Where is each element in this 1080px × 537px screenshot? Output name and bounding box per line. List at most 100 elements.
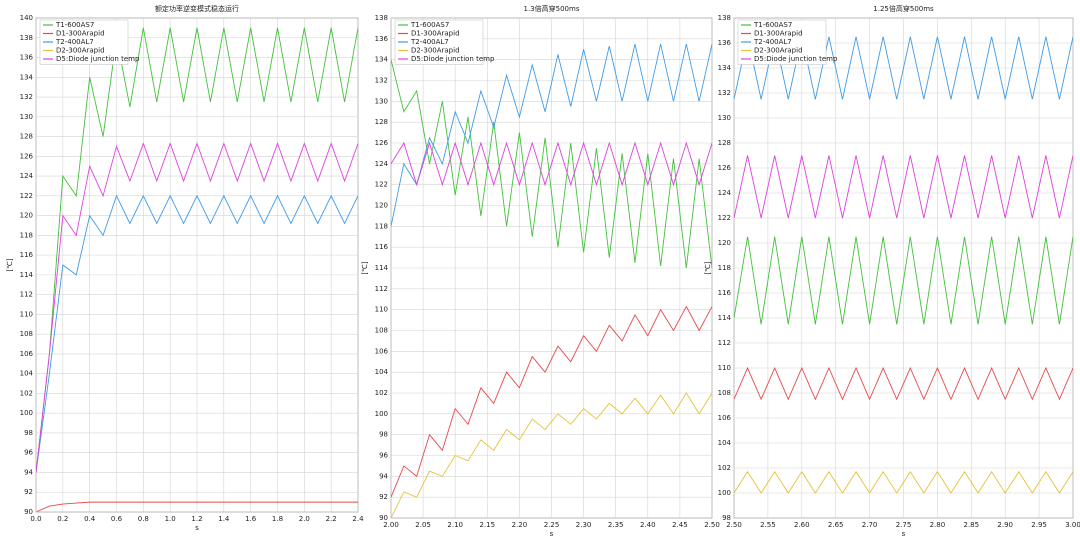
y-tick-label: 134 — [20, 73, 34, 81]
x-tick-label: 2.70 — [862, 521, 878, 529]
y-tick-label: 110 — [718, 364, 731, 372]
y-tick-label: 122 — [20, 192, 33, 200]
legend-label: T1-600AS7 — [410, 21, 449, 29]
legend-label: T2-400AL7 — [55, 38, 94, 46]
x-tick-label: 2.40 — [640, 521, 656, 529]
series-line — [734, 236, 1073, 325]
series-line — [734, 155, 1073, 219]
legend-label: D5:Diode junction temp — [411, 55, 495, 63]
legend-label: D2-300Arapid — [754, 47, 803, 55]
x-tick-label: 2.95 — [1031, 521, 1047, 529]
legend-label: D5:Diode junction temp — [56, 55, 140, 63]
x-tick-label: 1.4 — [218, 515, 230, 523]
legend-label: D2-300Arapid — [411, 47, 460, 55]
y-tick-label: 138 — [718, 14, 731, 22]
plot-lines — [734, 36, 1073, 494]
x-tick-label: 2.45 — [672, 521, 688, 529]
plot-lines — [391, 43, 712, 518]
y-tick-label: 120 — [20, 212, 33, 220]
y-tick-label: 124 — [20, 172, 34, 180]
series-line — [391, 392, 712, 518]
y-tick-label: 120 — [718, 239, 731, 247]
chart-title: 1.25倍高穿500ms — [873, 4, 934, 13]
legend-box — [394, 19, 484, 65]
y-tick-label: 92 — [379, 493, 388, 501]
y-tick-label: 90 — [379, 514, 388, 522]
series-line — [734, 366, 1073, 401]
y-tick-label: 114 — [375, 264, 389, 272]
y-tick-label: 102 — [718, 464, 731, 472]
y-tick-label: 118 — [718, 264, 731, 272]
y-tick-label: 106 — [375, 347, 389, 355]
legend-label: T1-600AS7 — [753, 21, 792, 29]
y-tick-label: 116 — [375, 243, 389, 251]
y-tick-label: 100 — [375, 410, 388, 418]
x-tick-label: 0.2 — [57, 515, 68, 523]
x-tick-label: 0.6 — [111, 515, 123, 523]
y-tick-label: 110 — [20, 310, 33, 318]
legend-box — [737, 19, 827, 65]
legend-label: D1-300Arapid — [56, 30, 105, 38]
x-tick-label: 0.0 — [30, 515, 41, 523]
x-axis-label: s — [902, 530, 906, 537]
series-line — [36, 27, 358, 473]
y-tick-label: 140 — [20, 14, 33, 22]
y-tick-label: 138 — [20, 34, 33, 42]
series-line — [391, 305, 712, 498]
legend-label: D2-300Arapid — [56, 47, 105, 55]
x-tick-label: 2.2 — [326, 515, 337, 523]
series-line — [391, 43, 712, 227]
y-tick-label: 112 — [20, 291, 33, 299]
series-line — [391, 59, 712, 269]
x-tick-label: 2.50 — [726, 521, 742, 529]
legend-label: D1-300Arapid — [411, 30, 460, 38]
x-tick-label: 2.20 — [512, 521, 528, 529]
y-tick-label: 96 — [24, 449, 33, 457]
y-tick-label: 134 — [375, 56, 389, 64]
x-tick-label: 2.60 — [794, 521, 810, 529]
y-tick-label: 118 — [20, 231, 33, 239]
x-tick-label: 2.25 — [544, 521, 560, 529]
y-tick-label: 128 — [718, 139, 731, 147]
y-tick-label: 108 — [20, 330, 33, 338]
y-tick-label: 120 — [375, 202, 388, 210]
legend-label: D5:Diode junction temp — [754, 55, 838, 63]
x-tick-label: 2.65 — [828, 521, 844, 529]
x-tick-label: 1.6 — [245, 515, 257, 523]
y-tick-label: 98 — [722, 514, 731, 522]
y-tick-label: 98 — [24, 429, 33, 437]
y-tick-label: 122 — [375, 181, 388, 189]
x-axis-label: s — [550, 530, 554, 537]
x-tick-label: 2.50 — [704, 521, 720, 529]
y-tick-label: 94 — [379, 472, 388, 480]
y-tick-label: 128 — [20, 133, 33, 141]
legend-label: T2-400AL7 — [753, 38, 792, 46]
y-tick-label: 134 — [718, 64, 732, 72]
series-line — [36, 501, 358, 512]
y-tick-label: 136 — [20, 54, 34, 62]
x-tick-label: 2.90 — [997, 521, 1013, 529]
y-tick-label: 118 — [375, 222, 388, 230]
y-tick-label: 122 — [718, 214, 731, 222]
x-tick-label: 2.0 — [299, 515, 310, 523]
y-tick-label: 104 — [375, 368, 389, 376]
x-tick-label: 2.05 — [415, 521, 431, 529]
y-tick-label: 104 — [718, 439, 732, 447]
x-tick-label: 2.00 — [383, 521, 399, 529]
y-tick-label: 100 — [718, 489, 731, 497]
x-tick-label: 2.55 — [760, 521, 776, 529]
y-tick-label: 126 — [20, 152, 34, 160]
x-tick-label: 2.10 — [447, 521, 463, 529]
y-tick-label: 112 — [375, 285, 388, 293]
y-tick-label: 94 — [24, 468, 33, 476]
y-tick-label: 104 — [20, 370, 34, 378]
chart-title: 额定功率逆变模式稳态运行 — [155, 4, 239, 13]
chart-title: 1.3倍高穿500ms — [524, 4, 580, 13]
y-tick-label: 130 — [718, 114, 731, 122]
series-line — [36, 142, 358, 473]
x-tick-label: 2.30 — [576, 521, 592, 529]
y-tick-label: 136 — [375, 35, 389, 43]
y-tick-label: 132 — [718, 89, 731, 97]
y-tick-label: 90 — [24, 508, 33, 516]
